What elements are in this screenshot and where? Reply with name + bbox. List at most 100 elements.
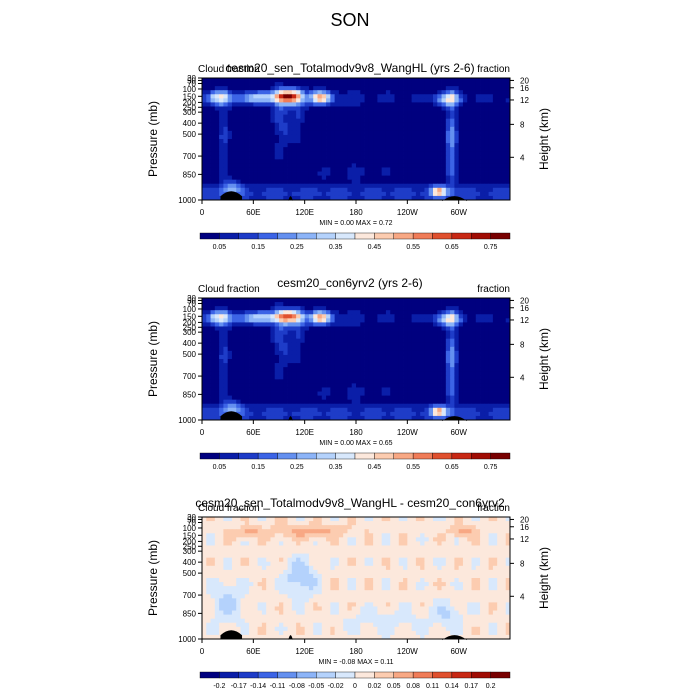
field-cell — [364, 517, 370, 522]
field-cell — [244, 537, 250, 542]
field-cell — [385, 334, 391, 340]
field-cell — [398, 306, 404, 311]
field-cell — [467, 517, 472, 522]
field-cell — [279, 350, 284, 356]
field-cell — [231, 155, 237, 160]
field-cell — [347, 78, 353, 83]
field-cell — [381, 130, 387, 136]
field-cell — [253, 326, 259, 331]
field-cell — [428, 86, 434, 91]
field-cell — [428, 139, 434, 144]
field-cell — [467, 391, 472, 396]
field-cell — [240, 415, 246, 421]
field-cell — [283, 179, 288, 185]
field-cell — [505, 403, 511, 409]
field-cell — [274, 363, 280, 368]
field-cell — [240, 533, 246, 538]
field-cell — [441, 359, 447, 364]
field-cell — [445, 187, 451, 193]
field-cell — [428, 163, 434, 168]
field-cell — [356, 407, 361, 413]
field-cell — [501, 517, 507, 522]
field-cell — [347, 163, 353, 168]
field-cell — [219, 86, 224, 91]
field-cell — [445, 521, 451, 526]
field-cell — [317, 155, 323, 160]
field-cell — [308, 298, 314, 303]
field-cell — [390, 139, 395, 144]
field-cell — [231, 322, 237, 327]
field-cell — [347, 407, 353, 413]
field-cell — [497, 94, 502, 99]
field-cell — [437, 167, 442, 172]
field-cell — [257, 338, 263, 344]
field-cell — [291, 411, 297, 417]
field-cell — [445, 363, 451, 368]
field-cell — [334, 541, 340, 546]
field-cell — [458, 391, 464, 396]
field-cell — [398, 525, 404, 530]
field-cell — [497, 399, 502, 405]
field-cell — [231, 379, 237, 384]
field-cell — [488, 541, 494, 546]
field-cell — [210, 78, 216, 83]
field-cell — [313, 387, 318, 392]
field-cell — [458, 98, 464, 103]
field-cell — [236, 342, 241, 348]
field-cell — [373, 338, 378, 344]
field-cell — [206, 415, 211, 421]
field-cell — [279, 159, 284, 164]
field-cell — [244, 126, 250, 132]
field-cell — [249, 195, 254, 201]
field-cell — [501, 298, 507, 303]
field-cell — [343, 159, 348, 164]
field-cell — [364, 326, 370, 331]
field-cell — [368, 415, 374, 421]
field-cell — [300, 533, 306, 538]
field-cell — [266, 98, 271, 103]
field-cell — [330, 130, 336, 136]
field-cell — [424, 541, 430, 546]
field-cell — [377, 106, 383, 111]
field-cell — [377, 387, 383, 392]
field-cell — [313, 383, 318, 388]
field-cell — [488, 306, 494, 311]
field-cell — [227, 183, 233, 189]
field-cell — [398, 521, 404, 526]
field-cell — [437, 367, 442, 372]
field-cell — [253, 302, 259, 307]
field-cell — [227, 529, 233, 534]
y-tick-label: 300 — [183, 108, 197, 117]
field-cell — [462, 159, 468, 164]
field-cell — [351, 159, 357, 164]
field-cell — [274, 529, 280, 534]
field-cell — [240, 379, 246, 384]
field-cell — [291, 407, 297, 413]
field-cell — [214, 533, 220, 538]
field-cell — [261, 306, 267, 311]
field-cell — [411, 521, 417, 526]
field-cell — [317, 395, 323, 401]
field-cell — [313, 302, 318, 307]
field-cell — [428, 130, 434, 136]
field-cell — [291, 395, 297, 401]
field-cell — [484, 326, 490, 331]
field-cell — [403, 334, 408, 340]
field-cell — [377, 163, 383, 168]
field-cell — [236, 82, 241, 87]
field-cell — [458, 399, 464, 405]
field-cell — [360, 529, 365, 534]
field-cell — [441, 126, 447, 132]
field-cell — [343, 134, 348, 140]
field-cell — [343, 350, 348, 356]
field-cell — [437, 110, 442, 115]
field-cell — [347, 326, 353, 331]
field-cell — [497, 98, 502, 103]
field-cell — [261, 350, 267, 356]
field-cell — [356, 134, 361, 140]
field-cell — [326, 517, 331, 522]
field-cell — [454, 82, 460, 87]
field-cell — [274, 399, 280, 405]
field-cell — [304, 379, 310, 384]
field-cell — [296, 326, 301, 331]
